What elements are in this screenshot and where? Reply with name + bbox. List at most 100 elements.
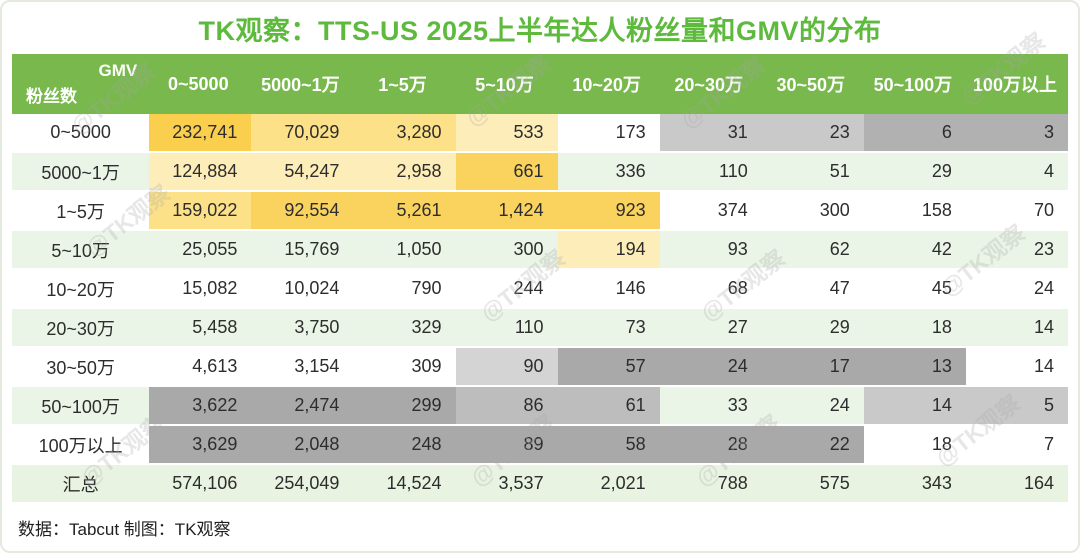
row-label: 汇总	[12, 464, 150, 504]
data-cell: 14	[863, 386, 966, 426]
column-header: 50~100万	[863, 54, 966, 114]
data-cell: 244	[455, 269, 558, 309]
data-cell: 110	[455, 308, 558, 348]
data-cell: 1,050	[353, 230, 456, 270]
data-cell: 300	[455, 230, 558, 270]
data-cell: 5,261	[353, 191, 456, 231]
data-cell: 70,029	[251, 114, 354, 153]
data-cell: 309	[353, 347, 456, 387]
data-cell: 574,106	[149, 464, 252, 504]
data-cell: 29	[863, 152, 966, 192]
data-cell: 89	[455, 425, 558, 465]
table-row: 30~50万 4,613 3,154 309 90 57 24 17 13 14	[12, 347, 1068, 387]
data-cell: 248	[353, 425, 456, 465]
row-label: 5000~1万	[12, 152, 150, 192]
data-cell: 31	[659, 114, 762, 153]
data-cell: 5,458	[149, 308, 252, 348]
table-row: 0~5000 232,741 70,029 3,280 533 173 31 23 6 3	[12, 114, 1068, 153]
data-cell: 232,741	[149, 114, 252, 153]
data-cell: 254,049	[251, 464, 354, 504]
data-cell: 3,629	[149, 425, 252, 465]
data-cell: 51	[761, 152, 864, 192]
data-cell: 5	[965, 386, 1068, 426]
data-cell: 336	[557, 152, 660, 192]
data-cell: 25,055	[149, 230, 252, 270]
corner-header-cell: GMV 粉丝数	[12, 54, 150, 114]
data-cell: 70	[965, 191, 1068, 231]
data-cell: 661	[455, 152, 558, 192]
data-cell: 110	[659, 152, 762, 192]
data-cell: 13	[863, 347, 966, 387]
data-cell: 29	[761, 308, 864, 348]
data-cell: 923	[557, 191, 660, 231]
row-label: 0~5000	[12, 114, 150, 153]
table-row: 50~100万 3,622 2,474 299 86 61 33 24 14 5	[12, 386, 1068, 426]
table-row: 1~5万 159,022 92,554 5,261 1,424 923 374 300 158 7…	[12, 191, 1068, 231]
source-credit: 数据：Tabcut 制图：TK观察	[18, 520, 231, 539]
data-cell: 15,769	[251, 230, 354, 270]
data-cell: 343	[863, 464, 966, 504]
data-cell: 159,022	[149, 191, 252, 231]
data-cell: 90	[455, 347, 558, 387]
data-cell: 790	[353, 269, 456, 309]
data-cell: 27	[659, 308, 762, 348]
data-cell: 23	[761, 114, 864, 153]
column-header: 5~10万	[455, 54, 558, 114]
data-cell: 2,958	[353, 152, 456, 192]
data-cell: 45	[863, 269, 966, 309]
data-cell: 54,247	[251, 152, 354, 192]
data-cell: 24	[761, 386, 864, 426]
data-cell: 14	[965, 347, 1068, 387]
data-cell: 158	[863, 191, 966, 231]
data-cell: 194	[557, 230, 660, 270]
column-header: 30~50万	[761, 54, 864, 114]
data-cell: 146	[557, 269, 660, 309]
data-cell: 575	[761, 464, 864, 504]
data-cell: 3	[965, 114, 1068, 153]
row-label: 20~30万	[12, 308, 150, 348]
data-cell: 33	[659, 386, 762, 426]
data-cell: 3,280	[353, 114, 456, 153]
data-cell: 2,048	[251, 425, 354, 465]
data-cell: 3,537	[455, 464, 558, 504]
table-header: GMV 粉丝数 0~5000 5000~1万 1~5万 5~10万 10~20万 20~30万…	[12, 54, 1068, 114]
data-cell: 57	[557, 347, 660, 387]
data-cell: 1,424	[455, 191, 558, 231]
gmv-followers-table: GMV 粉丝数 0~5000 5000~1万 1~5万 5~10万 10~20万 20~30万…	[12, 54, 1068, 504]
data-cell: 4	[965, 152, 1068, 192]
table-row: 20~30万 5,458 3,750 329 110 73 27 29 18 14	[12, 308, 1068, 348]
row-label: 100万以上	[12, 425, 150, 465]
data-cell: 374	[659, 191, 762, 231]
data-cell: 93	[659, 230, 762, 270]
corner-label-gmv: GMV	[98, 61, 138, 80]
row-label: 50~100万	[12, 386, 150, 426]
column-header: 5000~1万	[251, 54, 354, 114]
row-label: 30~50万	[12, 347, 150, 387]
data-cell: 299	[353, 386, 456, 426]
data-cell: 18	[863, 308, 966, 348]
data-cell: 15,082	[149, 269, 252, 309]
data-cell: 3,622	[149, 386, 252, 426]
table-row: 5000~1万 124,884 54,247 2,958 661 336 110 51 29 4	[12, 152, 1068, 192]
data-cell: 2,021	[557, 464, 660, 504]
column-header: 10~20万	[557, 54, 660, 114]
data-cell: 24	[659, 347, 762, 387]
data-cell: 3,750	[251, 308, 354, 348]
data-cell: 47	[761, 269, 864, 309]
data-cell: 14,524	[353, 464, 456, 504]
table-row: 5~10万 25,055 15,769 1,050 300 194 93 62 42 23	[12, 230, 1068, 270]
table-row: 100万以上 3,629 2,048 248 89 58 28 22 18 7	[12, 425, 1068, 465]
data-cell: 788	[659, 464, 762, 504]
data-cell: 58	[557, 425, 660, 465]
data-cell: 14	[965, 308, 1068, 348]
column-header: 20~30万	[659, 54, 762, 114]
data-cell: 173	[557, 114, 660, 153]
data-cell: 124,884	[149, 152, 252, 192]
data-cell: 62	[761, 230, 864, 270]
row-label: 5~10万	[12, 230, 150, 270]
page-title: TK观察：TTS-US 2025上半年达人粉丝量和GMV的分布	[198, 16, 882, 46]
data-cell: 92,554	[251, 191, 354, 231]
column-header: 100万以上	[965, 54, 1068, 114]
data-cell: 17	[761, 347, 864, 387]
